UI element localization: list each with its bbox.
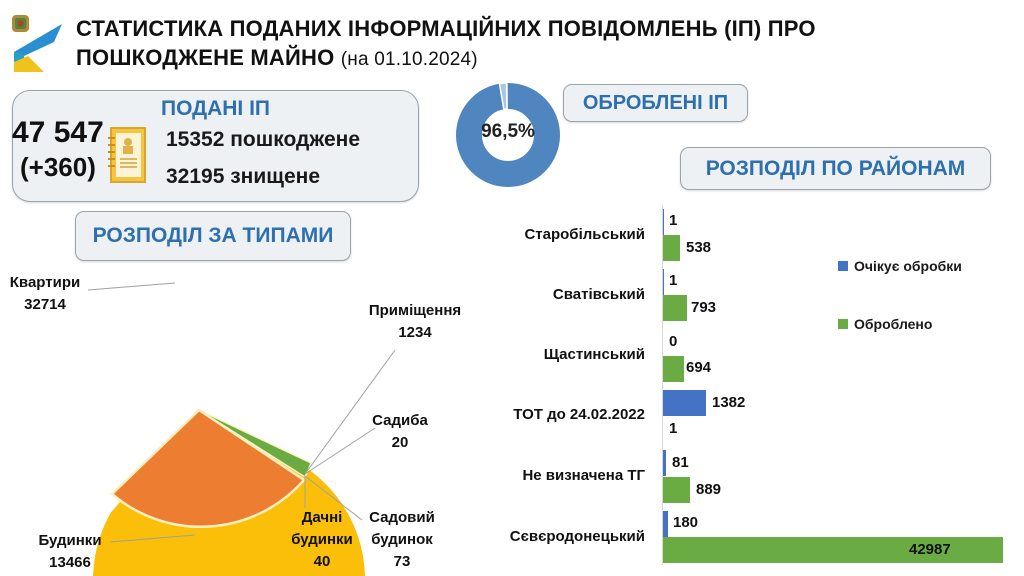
district-label: ТОТ до 24.02.2022 <box>513 406 645 423</box>
bar-pending <box>663 450 666 476</box>
bar-value: 1 <box>669 272 678 289</box>
processed-donut-chart <box>456 82 560 187</box>
bar-value: 1382 <box>712 394 746 411</box>
bar-value: 1 <box>669 420 678 437</box>
bar-pending <box>663 390 706 416</box>
bar-pending <box>663 209 664 235</box>
pie-label-dacha: Дачні будинки 40 <box>291 509 353 570</box>
types-heading: РОЗПОДІЛ ЗА ТИПАМИ <box>92 224 334 247</box>
oblast-logo-icon <box>12 15 62 72</box>
district-heading-box: РОЗПОДІЛ ПО РАЙОНАМ <box>680 147 991 190</box>
submitted-delta: (+360) <box>20 152 96 182</box>
types-pie-chart <box>87 282 396 576</box>
processed-heading-box: ОБРОБЛЕНІ ІП <box>563 84 748 122</box>
legend-swatch-done <box>838 319 848 329</box>
processed-percent: 96,5% <box>481 121 535 142</box>
types-heading-box: РОЗПОДІЛ ЗА ТИПАМИ <box>75 211 351 261</box>
bar-done <box>663 295 687 321</box>
submitted-total: 47 547 <box>12 116 104 149</box>
submitted-panel: ПОДАНІ ІП <box>12 90 419 202</box>
district-label: Старобільський <box>524 226 645 243</box>
legend-swatch-pending <box>838 261 848 271</box>
report-date: (на 01.10.2024) <box>340 49 478 70</box>
submitted-heading: ПОДАНІ ІП <box>160 97 271 120</box>
bar-value: 81 <box>672 454 689 471</box>
district-label: Сватівський <box>552 286 645 303</box>
bar-pending <box>663 269 664 295</box>
legend-pending: Очікує обробки <box>838 258 962 274</box>
pie-label-houses: Будинки 13466 <box>38 532 102 571</box>
bar-value: 694 <box>686 359 712 376</box>
district-label: Щастинський <box>543 346 645 363</box>
pie-label-garden-house: Садовий будинок 73 <box>369 509 435 570</box>
district-label: Сєвєродонецький <box>509 528 645 545</box>
document-icon <box>108 127 146 183</box>
damaged-count: 15352 пошкоджене <box>166 128 361 151</box>
legend-done: Оброблено <box>838 316 932 332</box>
bar-value: 42987 <box>909 541 951 558</box>
bar-done <box>663 235 680 261</box>
destroyed-count: 32195 знищене <box>166 165 321 188</box>
processed-heading: ОБРОБЛЕНІ ІП <box>582 92 729 114</box>
pie-label-premises: Приміщення 1234 <box>368 302 462 341</box>
bar-value: 180 <box>673 514 699 531</box>
district-heading: РОЗПОДІЛ ПО РАЙОНАМ <box>705 157 966 180</box>
pie-label-estate: Садиба 20 <box>372 412 428 451</box>
bar-value: 793 <box>691 299 717 316</box>
page-title: СТАТИСТИКА ПОДАНИХ ІНФОРМАЦІЙНИХ ПОВІДОМ… <box>76 16 816 70</box>
bar-done <box>663 356 684 382</box>
bar-axis <box>662 205 663 565</box>
bar-done <box>663 477 690 503</box>
district-label: Не визначена ТГ <box>522 467 645 484</box>
bar-pending <box>663 511 668 537</box>
bar-value: 1 <box>669 212 678 229</box>
bar-value: 538 <box>686 239 712 256</box>
pie-label-apartments: Квартири 32714 <box>9 274 81 313</box>
bar-done <box>663 537 1003 563</box>
bar-value: 0 <box>669 333 678 350</box>
bar-value: 889 <box>696 481 722 498</box>
